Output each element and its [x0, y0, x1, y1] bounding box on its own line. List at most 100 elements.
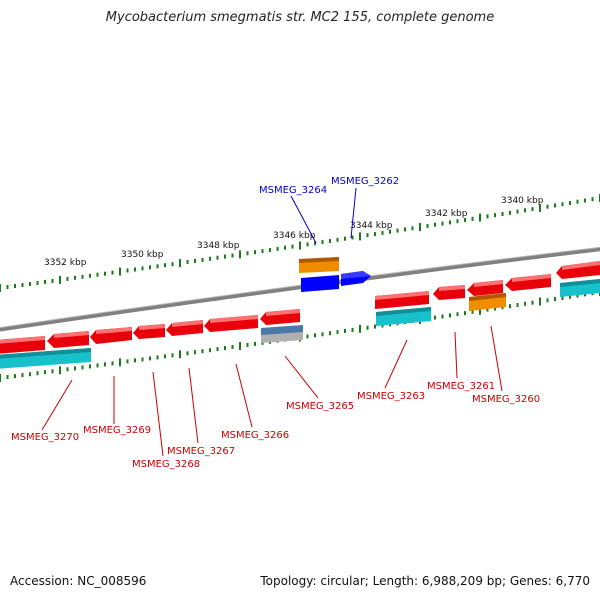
inner-minor-tick: [149, 356, 151, 361]
accession-text: Accession: NC_008596: [10, 574, 147, 588]
outer-minor-tick: [89, 273, 91, 278]
outer-major-tick: [419, 223, 421, 232]
inner-minor-tick: [134, 358, 136, 363]
outer-minor-tick: [209, 256, 211, 261]
inner-minor-tick: [141, 357, 144, 362]
inner-minor-tick: [104, 362, 106, 367]
outer-minor-tick: [411, 226, 414, 231]
inner-minor-tick: [186, 351, 189, 356]
outer-minor-tick: [576, 199, 579, 204]
inner-minor-tick: [6, 375, 9, 379]
inner-minor-tick: [486, 307, 489, 312]
map-title: Mycobacterium smegmatis str. MC2 155, co…: [105, 10, 495, 25]
inner-minor-tick: [96, 363, 99, 368]
inner-minor-tick: [21, 373, 24, 378]
inner-minor-tick: [381, 323, 384, 328]
outer-minor-tick: [291, 244, 294, 249]
outer-minor-tick: [516, 209, 519, 214]
outer-minor-tick: [344, 236, 346, 241]
cds-grey-3265-shade: [261, 325, 303, 335]
inner-minor-tick: [516, 303, 519, 307]
outer-minor-tick: [426, 223, 429, 228]
gene-arrow-msmeg-3262-shade: [341, 271, 371, 279]
inner-major-tick: [59, 366, 61, 375]
outer-minor-tick: [74, 275, 76, 280]
leader-msmeg-3262: [350, 187, 357, 239]
outer-minor-tick: [486, 214, 489, 219]
inner-minor-tick: [36, 371, 39, 376]
leader-msmeg-3270: [41, 379, 73, 431]
outer-minor-tick: [554, 203, 556, 208]
inner-minor-tick: [546, 298, 549, 303]
leader-msmeg-3267: [188, 367, 199, 444]
inner-minor-tick: [89, 364, 91, 369]
inner-minor-tick: [171, 353, 174, 358]
outer-minor-tick: [524, 208, 526, 213]
outer-major-tick: [359, 232, 361, 241]
scale-label-3352: 3352 kbp: [44, 258, 87, 268]
inner-major-tick: [479, 306, 481, 315]
inner-minor-tick: [471, 309, 474, 314]
gene-label-msmeg-3265: MSMEG_3265: [286, 401, 354, 412]
cds-cyan-right-shade: [560, 279, 600, 287]
reverse-features: [0, 274, 551, 354]
outer-major-tick: [179, 259, 181, 268]
cds-cyan-left-shade: [0, 348, 91, 359]
inner-minor-tick: [246, 342, 249, 347]
outer-minor-tick: [194, 258, 196, 263]
outer-minor-tick: [449, 220, 451, 225]
outer-minor-tick: [509, 210, 511, 215]
outer-minor-tick: [126, 268, 129, 273]
outer-minor-tick: [156, 264, 159, 269]
outer-minor-tick: [396, 228, 399, 233]
outer-minor-tick: [591, 197, 594, 202]
inner-minor-tick: [14, 374, 16, 379]
outer-minor-tick: [231, 253, 234, 258]
outer-major-tick: [539, 203, 541, 212]
inner-minor-tick: [314, 333, 316, 338]
gene-label-msmeg-3263: MSMEG_3263: [357, 391, 425, 402]
leader-msmeg-3264: [290, 195, 317, 244]
outer-minor-tick: [284, 245, 286, 250]
outer-minor-tick: [66, 276, 69, 281]
outer-minor-tick: [561, 202, 564, 207]
genome-backbone: [0, 247, 600, 332]
inner-minor-tick: [569, 294, 571, 299]
gene-labels: MSMEG_3264 MSMEG_3262 MSMEG_3270 MSMEG_3…: [11, 176, 540, 470]
gene-label-msmeg-3262: MSMEG_3262: [331, 176, 399, 187]
gene-shade-6: [210, 315, 258, 323]
outer-minor-tick: [269, 248, 271, 252]
inner-minor-tick: [224, 346, 226, 351]
gene-shade-5: [172, 320, 203, 327]
inner-minor-tick: [336, 330, 339, 335]
inner-minor-tick: [306, 334, 309, 339]
inner-major-tick: [119, 358, 121, 367]
leader-lines: [41, 187, 503, 457]
outer-minor-tick: [569, 201, 571, 205]
inner-minor-tick: [449, 313, 451, 318]
outer-major-tick: [119, 267, 121, 276]
inner-minor-tick: [321, 332, 324, 337]
gene-arrow-msmeg-3264: [301, 275, 339, 292]
scale-label-3344: 3344 kbp: [350, 221, 393, 231]
inner-major-tick: [239, 342, 241, 350]
inner-major-tick: [539, 297, 541, 306]
inner-minor-tick: [231, 345, 234, 349]
inner-minor-tick: [66, 367, 69, 372]
outer-minor-tick: [471, 216, 474, 221]
inner-minor-tick: [456, 312, 459, 317]
leader-msmeg-3261: [454, 331, 458, 379]
outer-minor-tick: [171, 262, 174, 267]
inner-minor-tick: [29, 372, 31, 377]
outer-minor-tick: [434, 222, 436, 227]
outer-minor-tick: [276, 246, 279, 251]
outer-minor-tick: [501, 212, 504, 216]
outer-minor-tick: [29, 282, 31, 286]
gene-shade-11: [512, 274, 551, 282]
outer-minor-tick: [134, 267, 136, 272]
outer-minor-tick: [321, 240, 324, 245]
outer-minor-tick: [306, 242, 309, 247]
inner-minor-tick: [531, 300, 534, 305]
gene-label-msmeg-3267: MSMEG_3267: [167, 446, 235, 457]
